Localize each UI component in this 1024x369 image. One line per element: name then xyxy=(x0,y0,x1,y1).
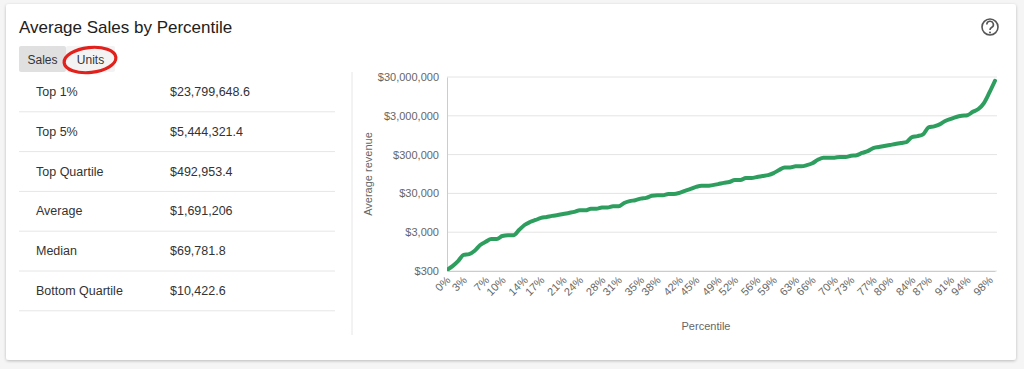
x-tick: 98% xyxy=(971,271,995,298)
x-tick-label: 17% xyxy=(523,274,547,298)
grid xyxy=(447,77,997,271)
table-value: $492,953.4 xyxy=(170,165,233,179)
y-axis-title: Average revenue xyxy=(362,132,374,216)
x-tick-label: 52% xyxy=(716,274,740,298)
x-tick: 38% xyxy=(639,271,663,298)
grid-line xyxy=(447,77,997,78)
x-tick: 3% xyxy=(449,271,469,293)
table-label: Bottom Quartile xyxy=(36,284,123,298)
x-tick: 0% xyxy=(433,271,453,293)
y-tick: $3,000,000 xyxy=(384,110,447,122)
table-row-divider xyxy=(19,191,335,192)
page-canvas: Average Sales by Percentile Sales Units Top… xyxy=(0,0,1024,369)
table-label: Median xyxy=(36,244,77,258)
y-tick: $300,000 xyxy=(393,149,447,161)
x-axis-line xyxy=(448,271,996,272)
x-tick: 17% xyxy=(523,271,547,298)
table-value: $23,799,648.6 xyxy=(170,85,250,99)
y-axis-line xyxy=(447,78,448,272)
x-axis: 0%3%7%10%14%17%21%24%28%31%35%38%42%45%4… xyxy=(433,271,996,298)
x-tick: 45% xyxy=(678,271,702,298)
x-tick-label: 31% xyxy=(600,274,624,298)
x-tick: 73% xyxy=(833,271,857,298)
table-row-divider xyxy=(19,310,335,311)
table-value: $69,781.8 xyxy=(170,244,226,258)
table-row-divider xyxy=(19,151,335,152)
grid-line xyxy=(447,271,997,272)
plot-area xyxy=(447,81,995,270)
x-tick: 87% xyxy=(910,271,934,298)
grid-line xyxy=(447,154,997,155)
x-tick-label: 3% xyxy=(449,274,469,294)
x-tick-label: 73% xyxy=(833,274,857,298)
x-tick: 80% xyxy=(871,271,895,298)
x-tick: 31% xyxy=(600,271,624,298)
revenue-line xyxy=(447,81,995,270)
x-tick-label: 80% xyxy=(871,274,895,298)
tab-label[interactable]: Sales xyxy=(27,53,57,67)
panel-title: Average Sales by Percentile xyxy=(19,18,232,37)
y-tick-label: $3,000 xyxy=(405,226,439,238)
x-tick: 94% xyxy=(949,271,973,298)
x-tick: 24% xyxy=(561,271,585,298)
y-tick-label: $30,000 xyxy=(399,187,439,199)
table-row-divider xyxy=(19,271,335,272)
y-tick: $30,000,000 xyxy=(378,71,447,83)
help-icon-glyph[interactable] xyxy=(987,21,994,30)
y-tick-label: $3,000,000 xyxy=(384,110,439,122)
x-tick-label: 94% xyxy=(949,274,973,298)
x-tick: 52% xyxy=(716,271,740,298)
y-axis: $300 $3,000 $30,000 $300,000 $3,000,000 $30,0… xyxy=(378,71,448,277)
highlight-ellipse xyxy=(63,45,117,75)
x-tick: 59% xyxy=(755,271,779,298)
x-tick-label: 38% xyxy=(639,274,663,298)
grid-line xyxy=(447,193,997,194)
y-tick-label: $30,000,000 xyxy=(378,71,439,83)
grid-line xyxy=(447,115,997,116)
x-tick-label: 45% xyxy=(678,274,702,298)
table-value: $10,422.6 xyxy=(170,284,226,298)
table-row-divider xyxy=(19,111,335,112)
x-axis-title: Percentile xyxy=(682,320,731,332)
grid-line xyxy=(447,232,997,233)
table-label: Top 1% xyxy=(36,85,78,99)
table-value: $1,691,206 xyxy=(170,204,233,218)
x-tick-label: 66% xyxy=(794,274,818,298)
x-tick-label: 10% xyxy=(484,274,508,298)
table-label: Top 5% xyxy=(36,125,78,139)
y-tick-label: $300,000 xyxy=(393,149,439,161)
x-tick-label: 98% xyxy=(971,274,995,298)
y-tick-label: $300 xyxy=(415,265,439,277)
help-icon[interactable] xyxy=(982,19,998,35)
tab-label[interactable]: Units xyxy=(77,53,104,67)
panel-divider xyxy=(352,72,353,335)
y-tick: $3,000 xyxy=(405,226,447,238)
y-tick: $30,000 xyxy=(399,187,447,199)
tab-button[interactable] xyxy=(19,46,66,72)
x-tick: 10% xyxy=(484,271,508,298)
table-row-divider xyxy=(19,231,335,232)
help-icon-ring[interactable] xyxy=(982,19,998,35)
table-label: Average xyxy=(36,204,82,218)
x-tick-label: 87% xyxy=(910,274,934,298)
help-icon-dot[interactable] xyxy=(989,32,991,34)
table-value: $5,444,321.4 xyxy=(170,125,243,139)
x-tick-label: 59% xyxy=(755,274,779,298)
tab[interactable]: Sales xyxy=(19,46,66,72)
x-tick-label: 24% xyxy=(561,274,585,298)
page-root: Average Sales by Percentile Sales Units Top… xyxy=(0,0,1024,369)
table-label: Top Quartile xyxy=(36,165,103,179)
card xyxy=(6,4,1016,360)
x-tick: 66% xyxy=(794,271,818,298)
